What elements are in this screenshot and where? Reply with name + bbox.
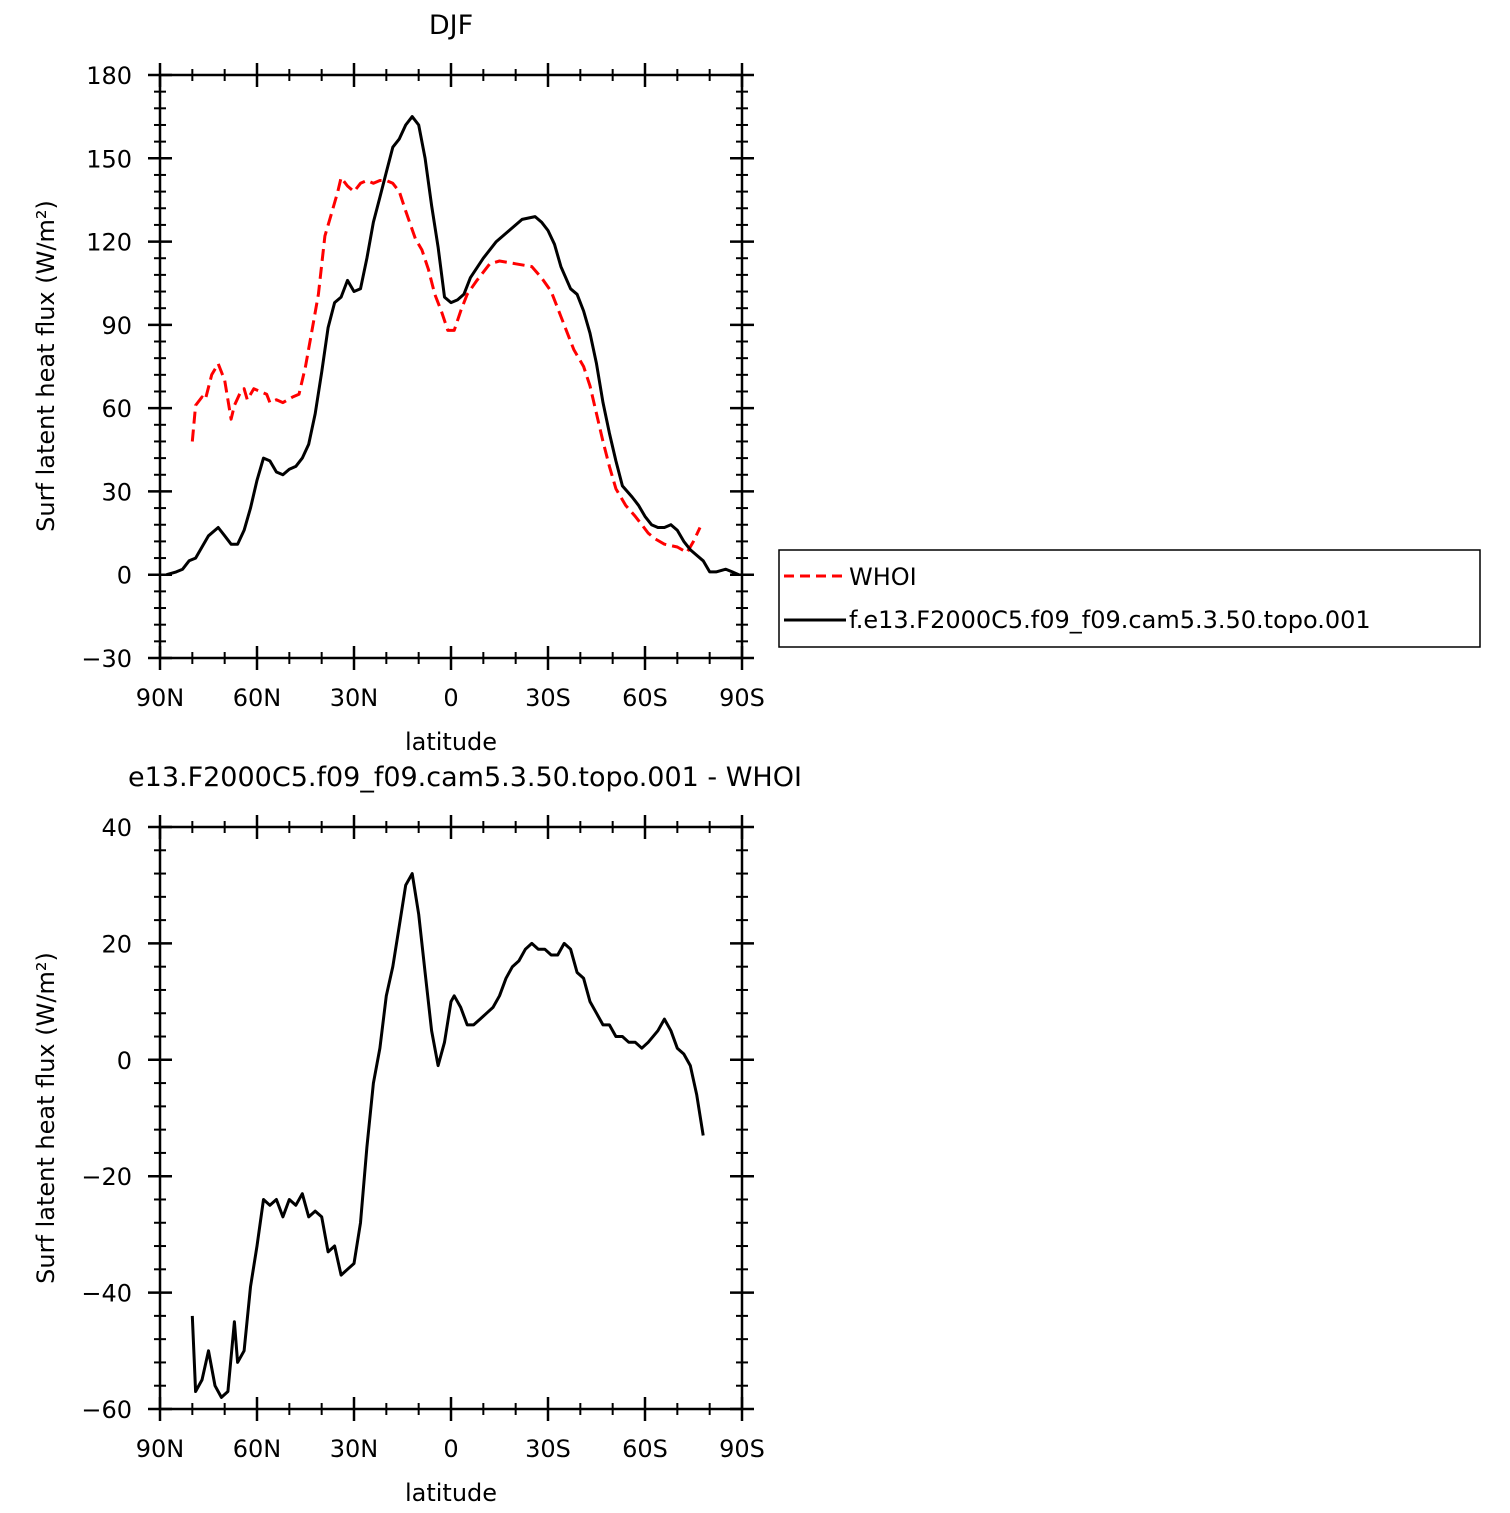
y-tick-label: −60 — [81, 1396, 132, 1424]
x-tick-label: 90S — [719, 684, 765, 712]
top-panel-y-axis-label: Surf latent heat flux (W/m²) — [32, 200, 60, 532]
top-panel-plot-frame — [158, 73, 744, 660]
y-tick-label: −30 — [81, 645, 132, 673]
y-tick-label: 0 — [117, 562, 132, 590]
y-tick-label: 30 — [101, 478, 132, 506]
top-panel-ticks — [148, 63, 754, 670]
x-tick-label: 60N — [233, 1435, 282, 1463]
x-tick-label: 60S — [622, 684, 668, 712]
y-tick-label: 90 — [101, 312, 132, 340]
x-tick-label: 0 — [443, 684, 458, 712]
bottom-panel-title: e13.F2000C5.f09_f09.cam5.3.50.topo.001 -… — [128, 762, 802, 793]
top-panel: DJF 90N 60N 30N 0 30S 60S 90S −30 0 30 60 90 120 150 1… — [32, 10, 765, 756]
x-tick-label: 60N — [233, 684, 282, 712]
top-panel-title: DJF — [429, 10, 473, 41]
x-tick-label: 0 — [443, 1435, 458, 1463]
top-panel-x-axis-label: latitude — [405, 728, 497, 756]
bottom-panel-y-axis-label: Surf latent heat flux (W/m²) — [32, 952, 60, 1284]
y-tick-label: 120 — [86, 229, 132, 257]
x-tick-label: 90N — [136, 1435, 185, 1463]
x-tick-label: 30S — [525, 1435, 571, 1463]
series-line-whoi — [190, 176, 702, 554]
x-tick-label: 30N — [330, 1435, 379, 1463]
y-tick-label: 0 — [117, 1047, 132, 1075]
bottom-panel-ticks — [148, 815, 754, 1421]
legend-label-whoi: WHOI — [849, 563, 917, 591]
legend-label-model: f.e13.F2000C5.f09_f09.cam5.3.50.topo.001 — [849, 606, 1371, 634]
top-panel-tick-labels: 90N 60N 30N 0 30S 60S 90S −30 0 30 60 90 120 150 180 — [81, 62, 765, 712]
y-tick-label: 150 — [86, 145, 132, 173]
y-tick-label: −40 — [81, 1280, 132, 1308]
y-tick-label: −20 — [81, 1163, 132, 1191]
x-tick-label: 30N — [330, 684, 379, 712]
y-tick-label: 20 — [101, 930, 132, 958]
y-tick-label: 180 — [86, 62, 132, 90]
series-line-difference-0 — [190, 872, 705, 1399]
x-tick-label: 90N — [136, 684, 185, 712]
x-tick-label: 90S — [719, 1435, 765, 1463]
x-tick-label: 30S — [525, 684, 571, 712]
series-line-f-e13-f2000c5-f09-f09-cam5-3-50-topo-001 — [166, 115, 740, 577]
bottom-panel-series — [190, 872, 705, 1399]
x-tick-label: 60S — [622, 1435, 668, 1463]
bottom-panel-x-axis-label: latitude — [405, 1479, 497, 1507]
top-panel-series — [166, 115, 740, 577]
y-tick-label: 40 — [101, 814, 132, 842]
bottom-panel-tick-labels: 90N 60N 30N 0 30S 60S 90S −60 −40 −20 0 20 40 — [81, 814, 765, 1463]
bottom-panel-plot-frame — [158, 825, 744, 1411]
legend: WHOI f.e13.F2000C5.f09_f09.cam5.3.50.top… — [778, 549, 1481, 648]
y-tick-label: 60 — [101, 395, 132, 423]
bottom-panel: e13.F2000C5.f09_f09.cam5.3.50.topo.001 -… — [32, 762, 802, 1507]
legend-box — [778, 549, 1481, 648]
